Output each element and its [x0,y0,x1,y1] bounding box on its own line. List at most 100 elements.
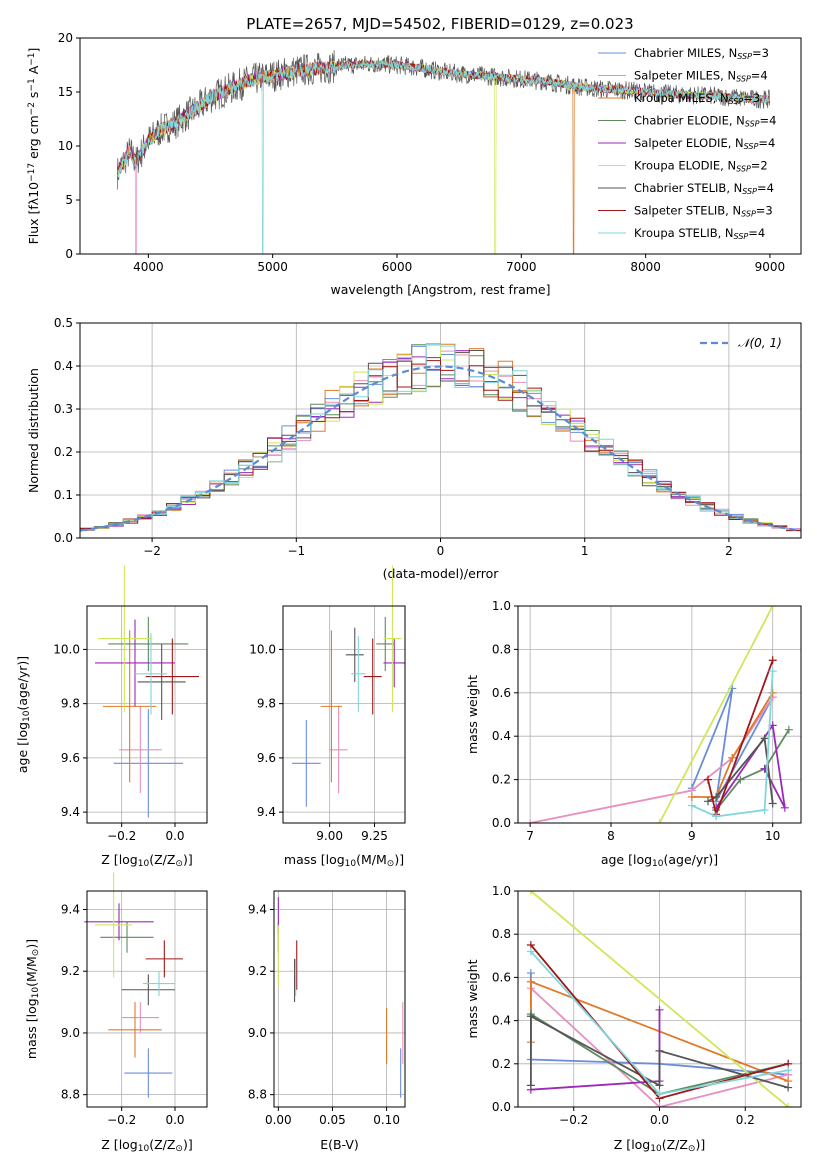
y-tick-label: 10.0 [53,642,80,656]
y-tick-label: 10 [58,139,73,153]
marker-chabrier-stelib [768,799,777,808]
y-tick-label: 0.0 [492,1100,511,1114]
line-kroupa-elodie [658,606,774,823]
marker-kroupa-stelib [655,1090,664,1099]
y-tick-label: 15 [58,85,73,99]
x-tick-label: 4000 [133,260,164,274]
line-salpeter-elodie [715,722,786,809]
legend-label: Kroupa MILES, NSSP=3 [634,91,760,106]
x-tick-label: 0.0 [165,1113,184,1127]
y-tick-label: 9.0 [248,1026,267,1040]
x-tick-label: 0 [437,544,445,558]
y-tick-label: 0.8 [492,642,511,656]
mass-weight-lines [526,606,793,823]
marker-kroupa-stelib [526,947,535,956]
axes-frame [282,605,406,824]
y-tick-label: 9.8 [257,697,276,711]
x-axis-label: Z [log10(Z/Z⊙)] [614,1137,705,1154]
y-tick-label: 9.6 [257,751,276,765]
line-kroupa-miles [691,692,774,798]
x-tick-label: 7 [526,829,534,843]
y-tick-label: 1.0 [492,884,511,898]
y-tick-label: 9.8 [61,697,80,711]
y-tick-label: 8.8 [248,1088,267,1102]
x-tick-label: 9.25 [361,829,388,843]
x-tick-label: −0.2 [107,1113,136,1127]
y-tick-label: 0.5 [54,316,73,330]
legend-label: Kroupa ELODIE, NSSP=2 [634,159,768,174]
y-tick-label: 5 [65,193,73,207]
marker-salpeter-miles [655,1103,664,1107]
x-tick-label: 0.00 [265,1113,292,1127]
y-tick-label: 0.8 [492,927,511,941]
y-tick-label: 8.8 [61,1088,80,1102]
mass-vs-metallicity-panel: −0.2 0.0 8.8 9.0 9.2 9.4 Z [log10(Z/Z⊙)] mass [… [24,872,208,1154]
legend-label: Kroupa STELIB, NSSP=4 [634,226,765,241]
x-tick-label: 0.05 [319,1113,346,1127]
marker-chabrier-stelib [526,1081,535,1090]
marker-kroupa-stelib [760,805,769,814]
x-tick-label: 0.0 [165,829,184,843]
x-axis-label: E(B-V) [320,1137,359,1152]
x-axis-label: age [log10(age/yr)] [601,852,718,869]
y-tick-label: 1.0 [492,599,511,613]
y-axis-label: mass [log10(M/M⊙)] [24,939,41,1059]
mass-weight-vs-age-panel: 7 8 9 10 0.0 0.2 0.4 0.6 0.8 1.0 age [log10(age/yr… [465,599,802,869]
marker-kroupa-stelib [768,667,777,676]
spectrum-lines [116,50,771,254]
axes-frame [86,605,208,824]
marker-salpeter-stelib [768,656,777,665]
x-tick-label: 7000 [506,260,537,274]
x-tick-label: 9000 [755,260,786,274]
y-tick-label: 9.2 [61,964,80,978]
y-tick-label: 9.2 [248,964,267,978]
marker-kroupa-miles [768,688,777,697]
line-chabrier-miles [690,688,774,802]
x-tick-label: −0.2 [559,1113,588,1127]
y-tick-label: 0.2 [492,773,511,787]
y-axis-label: mass weight [465,959,480,1038]
x-tick-label: −0.2 [107,829,136,843]
x-tick-label: 1 [581,544,589,558]
spectrum-line-kroupa-stelib [117,60,771,254]
y-tick-label: 9.4 [257,805,276,819]
line-kroupa-stelib [691,671,774,818]
y-tick-label: 0.0 [492,816,511,830]
legend-label: 𝒩(0, 1) [738,336,782,350]
x-tick-label: 10 [765,829,780,843]
marker-chabrier-stelib [526,1012,535,1021]
marker-chabrier-stelib [760,734,769,743]
y-tick-label: 0.4 [492,729,511,743]
y-tick-label: 0.6 [492,970,511,984]
marker-chabrier-stelib [712,792,721,801]
gaussian-curve [80,365,801,532]
y-tick-label: 9.4 [61,805,80,819]
marker-chabrier-elodie [736,775,745,784]
mass-weight-vs-metallicity-panel: −0.2 0.0 0.2 0.0 0.2 0.4 0.6 0.8 1.0 Z [log10(Z/Z… [465,884,802,1154]
marker-chabrier-stelib [704,797,713,806]
line-kroupa-elodie [530,891,789,1107]
x-tick-label: 6000 [382,260,413,274]
y-tick-label: 0.2 [492,1057,511,1071]
legend-label: Salpeter MILES, NSSP=4 [634,69,768,84]
x-tick-label: 9 [688,829,696,843]
y-tick-label: 0.6 [492,686,511,700]
mass-vs-ebv-panel: 0.00 0.05 0.10 8.8 9.0 9.2 9.4 E(B-V) [248,890,406,1152]
age-vs-mass-panel: 9.00 9.25 9.4 9.6 9.8 10.0 mass [log10(M/M⊙)] [249,565,406,869]
x-tick-label: 8000 [630,260,661,274]
x-axis-label: Z [log10(Z/Z⊙)] [101,852,192,869]
marker-chabrier-stelib [655,1081,664,1090]
marker-kroupa-elodie [526,891,535,895]
marker-kroupa-miles [526,977,535,986]
marker-kroupa-miles [687,792,696,801]
x-tick-label: 2 [725,544,733,558]
marker-chabrier-miles [526,969,535,978]
y-tick-label: 20 [58,31,73,45]
marker-kroupa-stelib [784,1066,793,1075]
y-axis-label: age [log10(age/yr)] [15,656,32,773]
axes-frame [517,605,802,824]
marker-salpeter-elodie [780,803,789,812]
y-tick-label: 0.4 [54,359,73,373]
legend-label: Salpeter ELODIE, NSSP=4 [634,136,775,151]
x-tick-label: 0.10 [373,1113,400,1127]
